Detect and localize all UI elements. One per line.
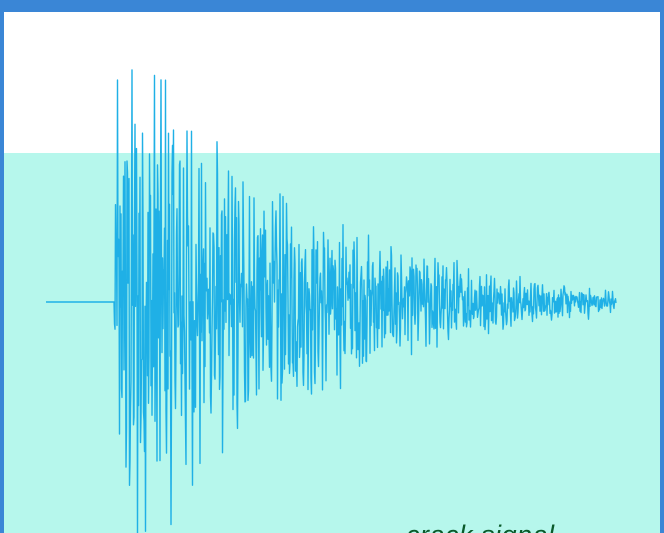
signal-plot (45, 69, 617, 533)
signal-waveform (45, 69, 617, 533)
plot-background-band (4, 153, 660, 533)
signal-caption: crack signal (406, 520, 555, 533)
plot-panel: crack signal (4, 12, 660, 533)
